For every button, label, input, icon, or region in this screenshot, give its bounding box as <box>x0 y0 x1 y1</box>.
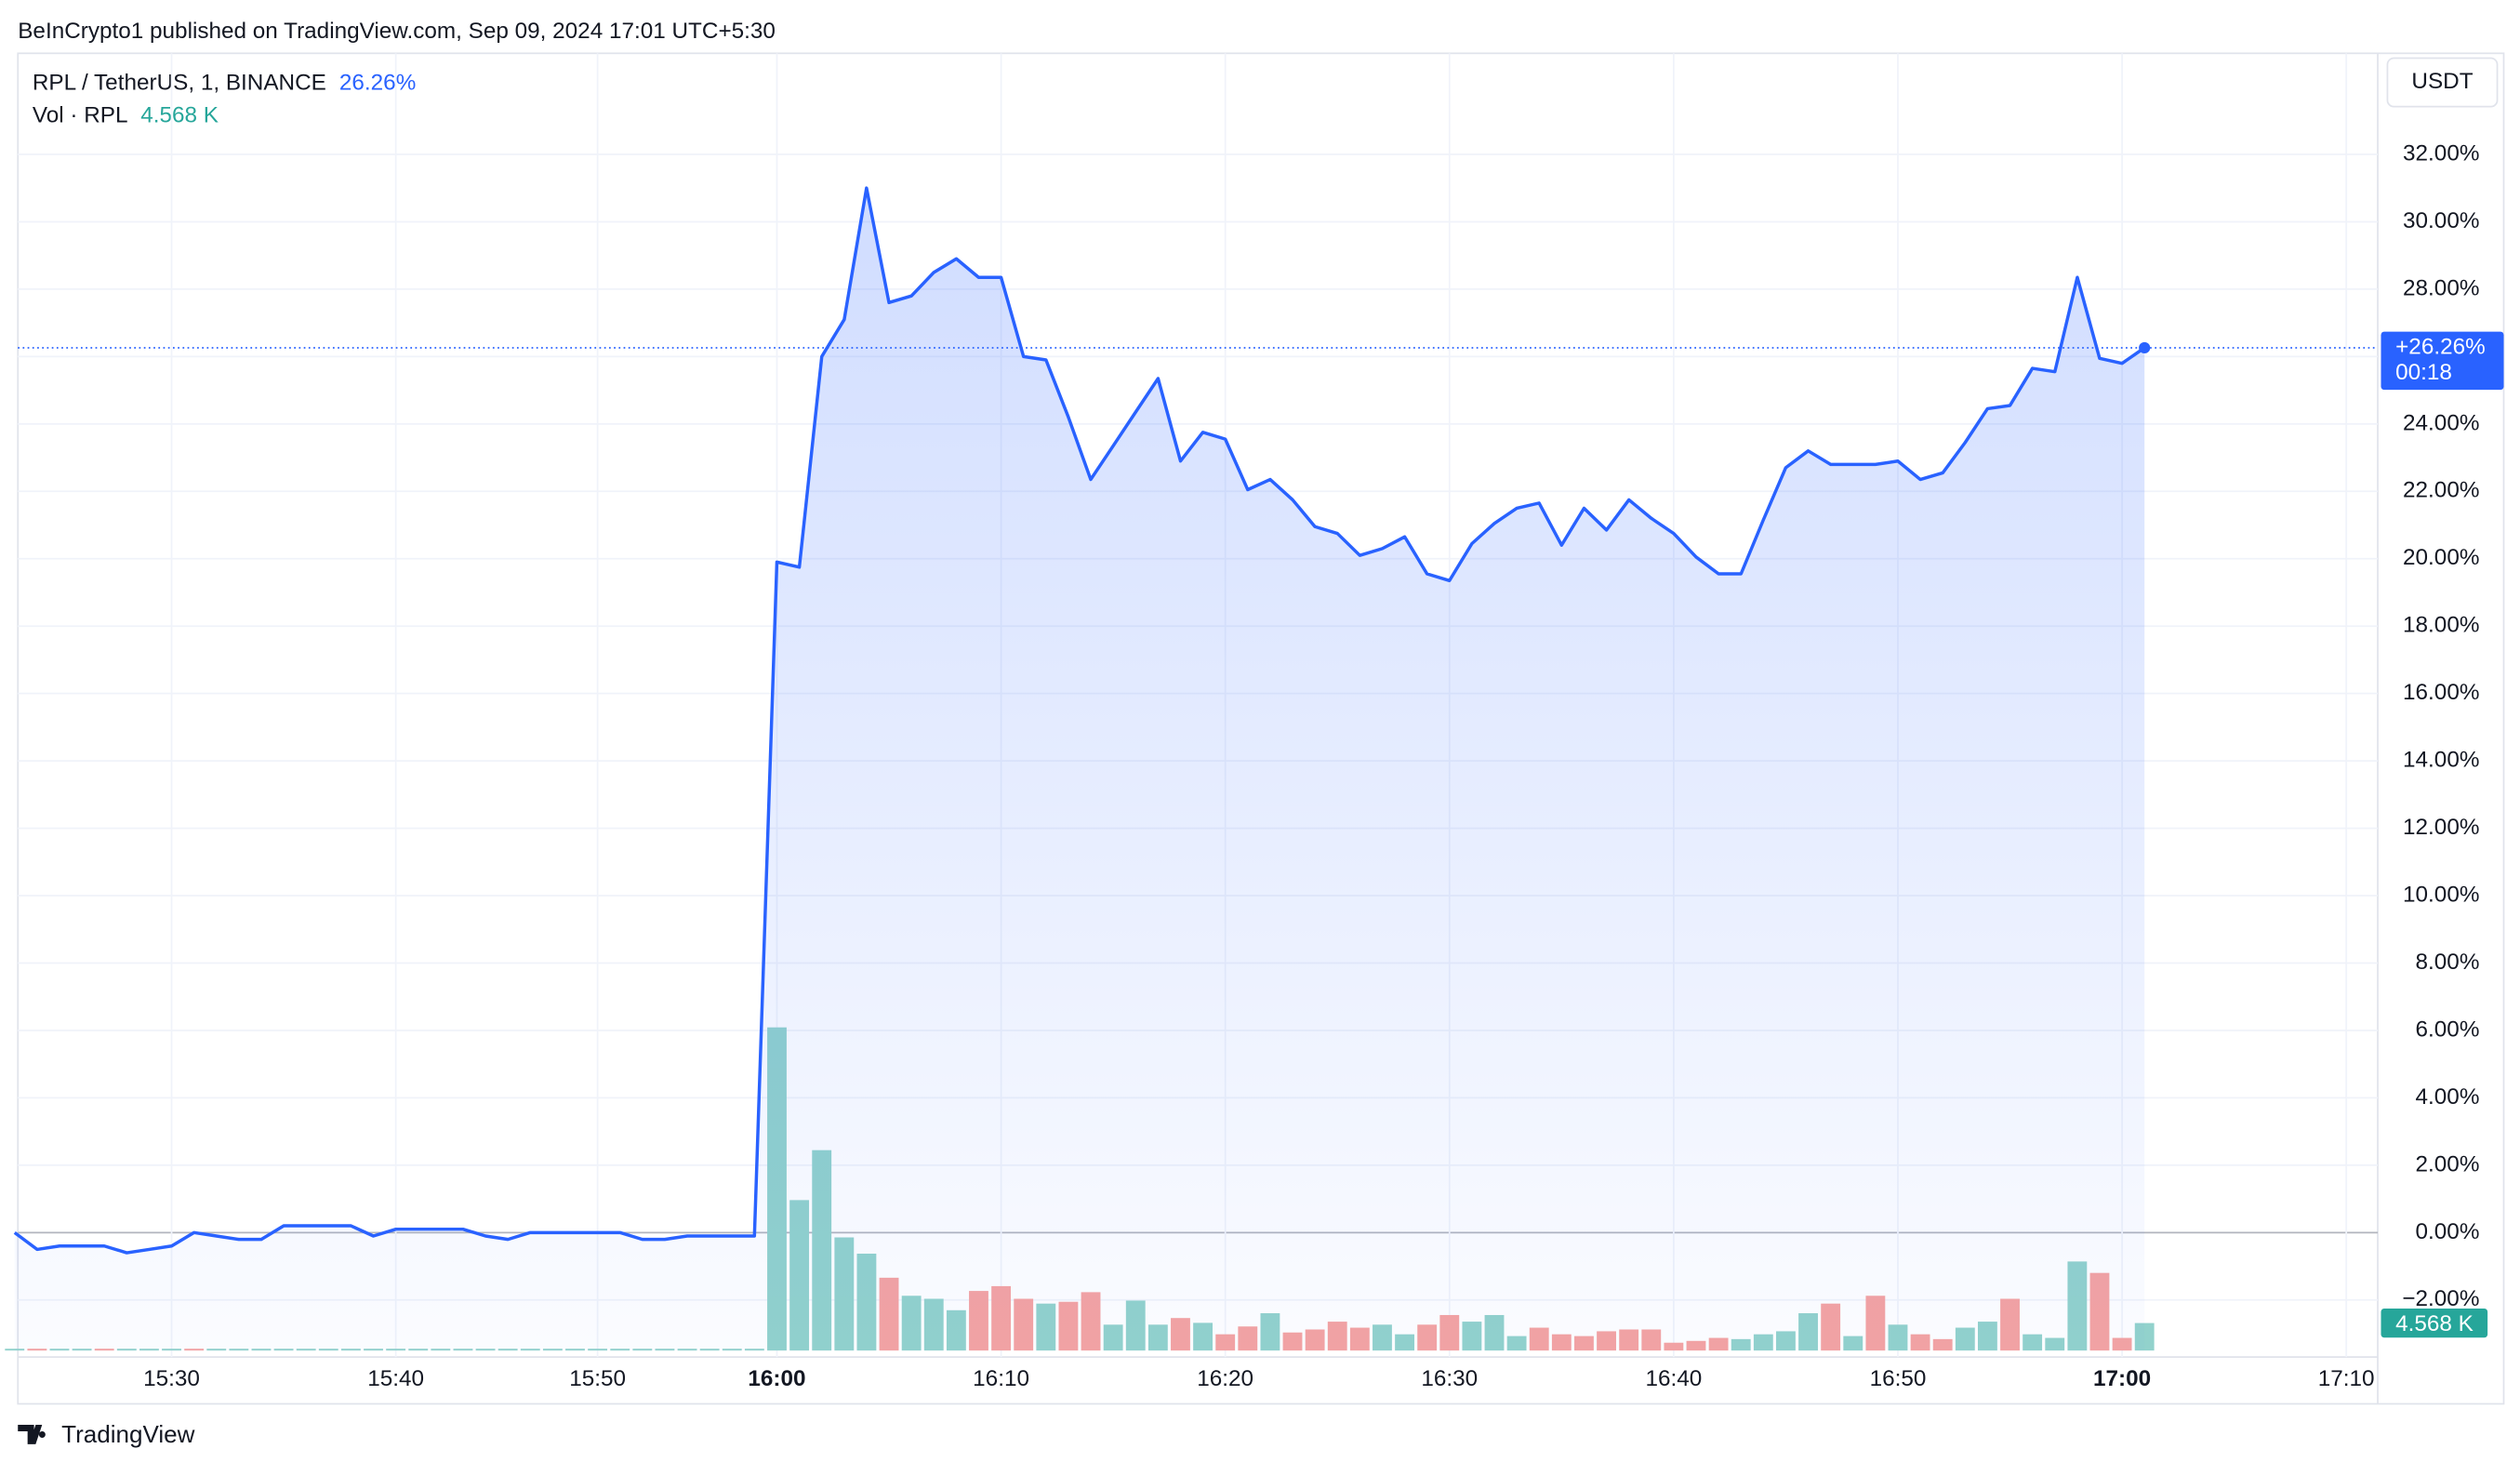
x-tick-label: 16:50 <box>1870 1366 1927 1391</box>
y-tick-label: 12.00% <box>2403 815 2479 840</box>
x-tick-label: 15:30 <box>143 1366 200 1391</box>
y-tick-label: −2.00% <box>2402 1286 2479 1311</box>
x-tick-label: 16:00 <box>748 1366 805 1391</box>
x-tick-label: 16:30 <box>1421 1366 1478 1391</box>
last-point <box>2139 341 2151 354</box>
x-tick-label: 16:40 <box>1645 1366 1702 1391</box>
volume-tag <box>2381 1308 2488 1338</box>
area-fill <box>14 188 2145 1351</box>
volume-tag-label: 4.568 K <box>2395 1311 2474 1336</box>
y-tick-label: 18.00% <box>2403 613 2479 638</box>
currency-button[interactable] <box>2386 57 2499 108</box>
x-tick-label: 16:20 <box>1197 1366 1253 1391</box>
price-tag <box>2381 331 2504 391</box>
y-tick-label: 8.00% <box>2416 950 2480 975</box>
last-change: 26.26% <box>339 71 416 96</box>
y-tick-label: 6.00% <box>2416 1017 2480 1042</box>
y-tick-label: 2.00% <box>2416 1151 2480 1176</box>
y-tick-label: 4.00% <box>2416 1084 2480 1110</box>
y-tick-label: 30.00% <box>2403 208 2479 233</box>
y-tick-label: 20.00% <box>2403 545 2479 570</box>
y-tick-label: 14.00% <box>2403 748 2479 773</box>
y-tick-label: 16.00% <box>2403 680 2479 705</box>
published-note: BeInCrypto1 published on TradingView.com… <box>18 19 776 44</box>
x-tick-label: 16:10 <box>973 1366 1029 1391</box>
x-tick-label: 15:40 <box>367 1366 424 1391</box>
countdown: 00:18 <box>2395 360 2452 385</box>
price-line <box>13 186 2146 1255</box>
brand: TradingView <box>61 1420 195 1448</box>
x-tick-label: 17:10 <box>2318 1366 2375 1391</box>
y-tick-label: 0.00% <box>2416 1219 2480 1244</box>
y-tick-label: 28.00% <box>2403 275 2479 300</box>
chart-frame <box>17 52 2505 1405</box>
volume-name: Vol · RPL <box>33 102 128 127</box>
y-tick-label: 10.00% <box>2403 882 2479 907</box>
x-tick-label: 17:00 <box>2093 1366 2151 1391</box>
x-tick-label: 15:50 <box>569 1366 626 1391</box>
currency[interactable]: USDT <box>2411 69 2473 94</box>
price-tag-label: +26.26% <box>2395 334 2486 359</box>
y-tick-label: 24.00% <box>2403 410 2479 435</box>
y-tick-label: 32.00% <box>2403 140 2479 166</box>
y-tick-label: 22.00% <box>2403 478 2479 503</box>
volume-last: 4.568 K <box>140 102 219 127</box>
brand-logo <box>18 1425 46 1444</box>
symbol: RPL / TetherUS, 1, BINANCE <box>33 71 326 96</box>
